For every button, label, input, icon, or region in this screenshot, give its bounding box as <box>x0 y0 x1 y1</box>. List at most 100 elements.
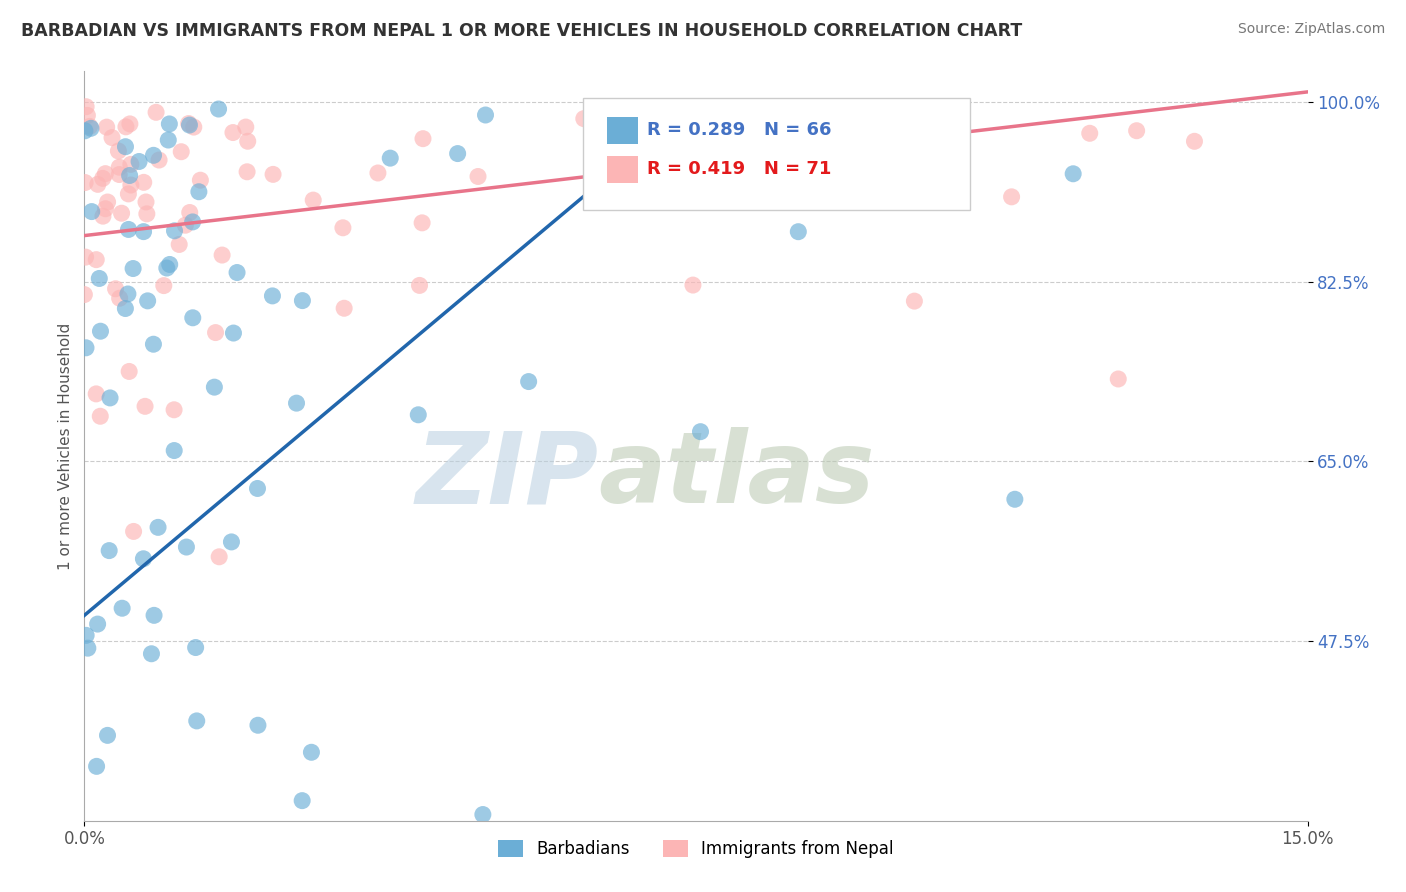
Point <box>181 310 204 325</box>
Point <box>73 287 96 301</box>
Point <box>190 173 212 187</box>
Point <box>246 482 269 496</box>
Point <box>204 326 226 340</box>
Point <box>145 105 167 120</box>
Point <box>86 759 108 773</box>
Point <box>176 540 198 554</box>
Point <box>1004 492 1026 507</box>
Point <box>1125 124 1147 138</box>
Point <box>163 443 186 458</box>
Point <box>120 178 142 192</box>
Point <box>817 109 839 123</box>
Point <box>152 278 174 293</box>
Point <box>134 400 156 414</box>
Point <box>572 112 595 126</box>
Point <box>89 271 111 285</box>
Point <box>179 205 201 219</box>
Legend: Barbadians, Immigrants from Nepal: Barbadians, Immigrants from Nepal <box>491 833 901 864</box>
Point <box>177 117 200 131</box>
Point <box>184 640 207 655</box>
Point <box>222 326 245 340</box>
Text: Source: ZipAtlas.com: Source: ZipAtlas.com <box>1237 22 1385 37</box>
Point <box>84 387 107 401</box>
Point <box>156 260 179 275</box>
Point <box>285 396 308 410</box>
Point <box>97 194 120 209</box>
Point <box>179 118 201 132</box>
Point <box>94 167 117 181</box>
Point <box>183 120 205 134</box>
Point <box>84 252 107 267</box>
Point <box>159 257 181 271</box>
Point <box>181 215 204 229</box>
Point <box>117 186 139 201</box>
Point <box>128 154 150 169</box>
Point <box>120 157 142 171</box>
Point <box>75 341 97 355</box>
Point <box>226 266 249 280</box>
Point <box>117 287 139 301</box>
Point <box>877 178 900 192</box>
Point <box>94 202 117 216</box>
Text: ZIP: ZIP <box>415 427 598 524</box>
Point <box>170 145 193 159</box>
Point <box>467 169 489 184</box>
Point <box>157 133 180 147</box>
Point <box>75 100 97 114</box>
Point <box>903 294 925 309</box>
Point <box>291 293 314 308</box>
Point <box>1000 190 1022 204</box>
Point <box>115 120 138 134</box>
Point <box>110 206 132 220</box>
Point <box>301 745 323 759</box>
Point <box>380 151 402 165</box>
Point <box>117 222 139 236</box>
Point <box>101 130 124 145</box>
Point <box>135 194 157 209</box>
Point <box>474 108 496 122</box>
Point <box>86 617 108 632</box>
Point <box>122 524 145 539</box>
Point <box>108 168 131 182</box>
Point <box>246 718 269 732</box>
Point <box>132 551 155 566</box>
Point <box>76 108 98 122</box>
Point <box>96 728 118 742</box>
Point <box>262 167 284 181</box>
Point <box>821 129 844 144</box>
Point <box>104 282 127 296</box>
Point <box>79 120 101 134</box>
Point <box>689 425 711 439</box>
Point <box>1184 134 1206 148</box>
Point <box>235 120 257 134</box>
Point <box>76 641 98 656</box>
Point <box>132 225 155 239</box>
Point <box>207 102 229 116</box>
Point <box>91 209 114 223</box>
Point <box>1078 126 1101 140</box>
Point <box>262 289 284 303</box>
Point <box>80 121 103 136</box>
Point <box>167 237 190 252</box>
Point <box>80 204 103 219</box>
Point <box>118 364 141 378</box>
Y-axis label: 1 or more Vehicles in Household: 1 or more Vehicles in Household <box>58 322 73 570</box>
Point <box>118 117 141 131</box>
Point <box>75 176 97 190</box>
Point <box>122 261 145 276</box>
Point <box>108 160 131 174</box>
Point <box>148 153 170 167</box>
Point <box>1107 372 1129 386</box>
Point <box>471 807 494 822</box>
Point <box>146 520 169 534</box>
Point <box>291 794 314 808</box>
Point <box>411 216 433 230</box>
Point <box>211 248 233 262</box>
Point <box>114 301 136 316</box>
Point <box>682 278 704 293</box>
Point <box>75 628 97 642</box>
Point <box>75 250 97 264</box>
Point <box>236 165 259 179</box>
Point <box>236 134 259 148</box>
Point <box>89 324 111 338</box>
